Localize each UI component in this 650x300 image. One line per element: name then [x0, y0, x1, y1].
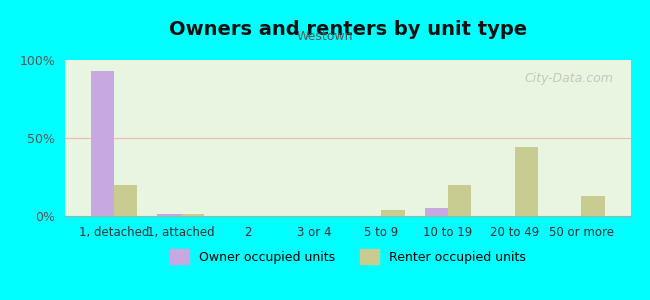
Text: City-Data.com: City-Data.com	[525, 73, 614, 85]
Bar	[91, 71, 114, 216]
Bar	[424, 208, 448, 216]
Bar	[181, 214, 204, 216]
Title: Owners and renters by unit type: Owners and renters by unit type	[169, 20, 526, 39]
Bar	[448, 185, 471, 216]
Text: Westown: Westown	[297, 29, 353, 43]
Bar	[515, 147, 538, 216]
Legend: Owner occupied units, Renter occupied units: Owner occupied units, Renter occupied un…	[165, 244, 530, 269]
Bar	[157, 214, 181, 216]
Bar	[114, 185, 137, 216]
Bar	[582, 196, 604, 216]
Bar	[381, 210, 404, 216]
